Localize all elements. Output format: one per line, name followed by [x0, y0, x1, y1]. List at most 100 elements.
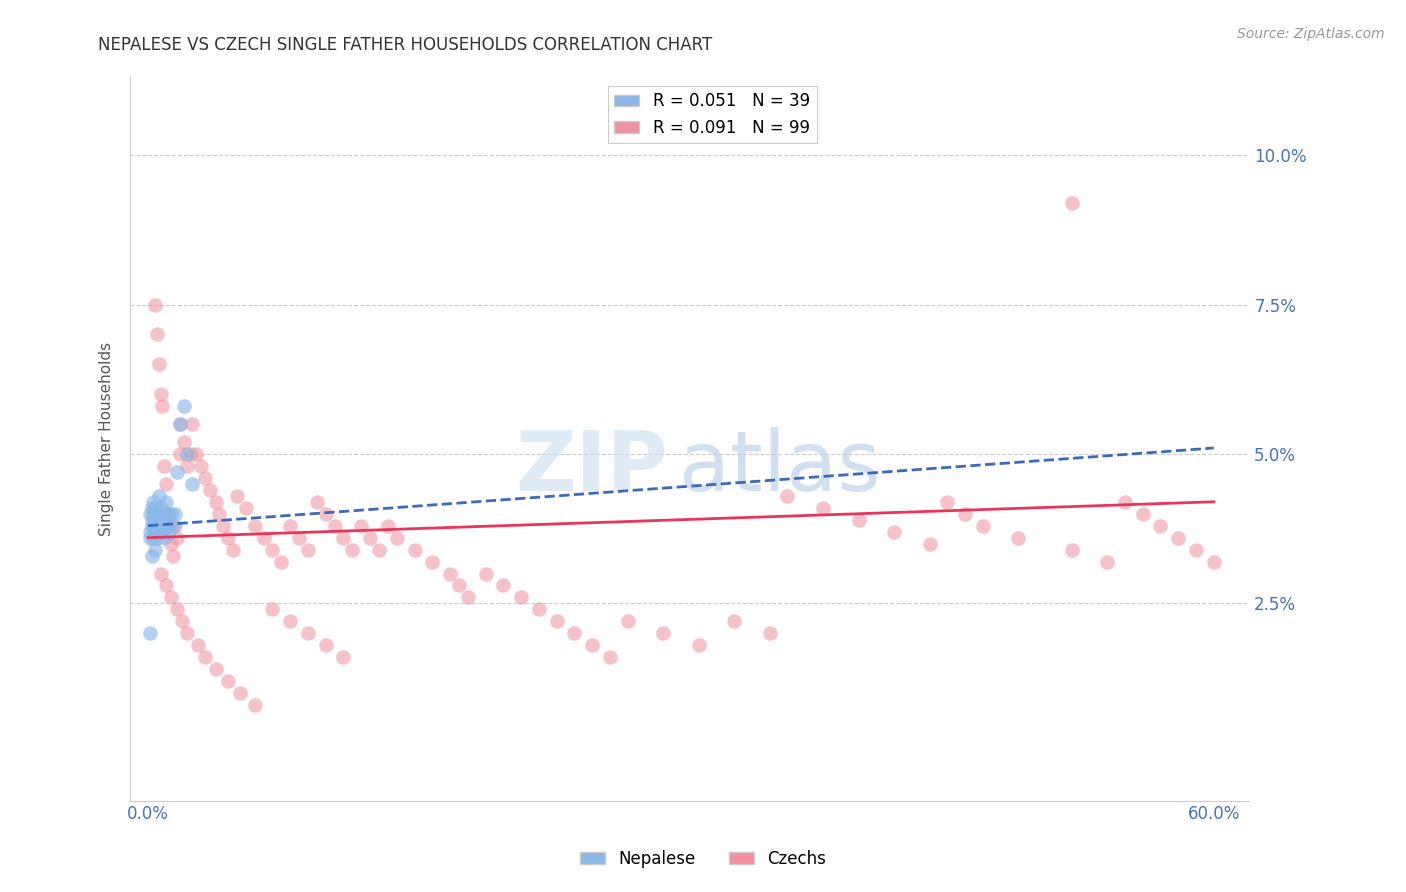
Point	[155, 578, 177, 592]
Text: ZIP: ZIP	[515, 427, 668, 508]
Point	[368, 542, 391, 557]
Point	[184, 447, 207, 461]
Point	[972, 518, 994, 533]
Point	[169, 417, 191, 431]
Point	[169, 447, 191, 461]
Point	[225, 489, 247, 503]
Point	[204, 662, 226, 676]
Point	[180, 447, 202, 461]
Point	[176, 626, 198, 640]
Point	[918, 536, 941, 550]
Point	[1095, 555, 1118, 569]
Point	[217, 531, 239, 545]
Y-axis label: Single Father Households: Single Father Households	[100, 342, 114, 536]
Point	[173, 435, 195, 450]
Point	[474, 566, 496, 581]
Point	[229, 686, 252, 700]
Point	[169, 417, 191, 431]
Point	[141, 549, 163, 563]
Point	[155, 518, 177, 533]
Point	[150, 524, 173, 539]
Point	[156, 507, 179, 521]
Point	[527, 602, 550, 616]
Point	[142, 507, 165, 521]
Point	[758, 626, 780, 640]
Point	[155, 495, 177, 509]
Point	[297, 542, 319, 557]
Point	[235, 500, 257, 515]
Point	[143, 542, 166, 557]
Point	[1149, 518, 1171, 533]
Point	[160, 507, 183, 521]
Point	[599, 650, 621, 665]
Point	[848, 513, 870, 527]
Point	[776, 489, 799, 503]
Point	[187, 638, 209, 652]
Point	[157, 518, 180, 533]
Point	[883, 524, 905, 539]
Point	[332, 531, 354, 545]
Point	[148, 489, 170, 503]
Point	[150, 399, 173, 413]
Point	[194, 471, 217, 485]
Point	[157, 524, 180, 539]
Point	[162, 549, 184, 563]
Point	[1114, 495, 1136, 509]
Point	[148, 513, 170, 527]
Point	[163, 507, 186, 521]
Point	[581, 638, 603, 652]
Point	[262, 602, 284, 616]
Text: NEPALESE VS CZECH SINGLE FATHER HOUSEHOLDS CORRELATION CHART: NEPALESE VS CZECH SINGLE FATHER HOUSEHOL…	[98, 36, 713, 54]
Point	[181, 476, 204, 491]
Point	[190, 458, 212, 473]
Point	[1132, 507, 1154, 521]
Point	[616, 615, 638, 629]
Point	[149, 518, 172, 533]
Point	[342, 542, 364, 557]
Point	[160, 591, 183, 605]
Point	[160, 536, 183, 550]
Point	[181, 417, 204, 431]
Text: Source: ZipAtlas.com: Source: ZipAtlas.com	[1237, 27, 1385, 41]
Point	[270, 555, 292, 569]
Point	[173, 399, 195, 413]
Point	[420, 555, 443, 569]
Point	[139, 524, 162, 539]
Point	[953, 507, 976, 521]
Point	[315, 638, 337, 652]
Point	[141, 513, 163, 527]
Point	[194, 650, 217, 665]
Point	[510, 591, 533, 605]
Point	[278, 518, 301, 533]
Point	[149, 387, 172, 401]
Point	[142, 518, 165, 533]
Point	[243, 698, 266, 712]
Point	[278, 615, 301, 629]
Point	[492, 578, 515, 592]
Point	[170, 615, 193, 629]
Point	[143, 500, 166, 515]
Point	[155, 476, 177, 491]
Point	[1202, 555, 1225, 569]
Point	[139, 507, 162, 521]
Point	[332, 650, 354, 665]
Point	[546, 615, 568, 629]
Point	[404, 542, 426, 557]
Point	[652, 626, 675, 640]
Point	[1060, 196, 1083, 211]
Point	[1060, 542, 1083, 557]
Legend: Nepalese, Czechs: Nepalese, Czechs	[574, 844, 832, 875]
Point	[166, 465, 188, 479]
Point	[162, 518, 184, 533]
Point	[141, 500, 163, 515]
Point	[243, 518, 266, 533]
Point	[143, 297, 166, 311]
Point	[143, 518, 166, 533]
Point	[447, 578, 470, 592]
Point	[139, 531, 162, 545]
Point	[146, 518, 169, 533]
Text: atlas: atlas	[679, 427, 880, 508]
Point	[153, 513, 176, 527]
Point	[156, 507, 179, 521]
Point	[385, 531, 408, 545]
